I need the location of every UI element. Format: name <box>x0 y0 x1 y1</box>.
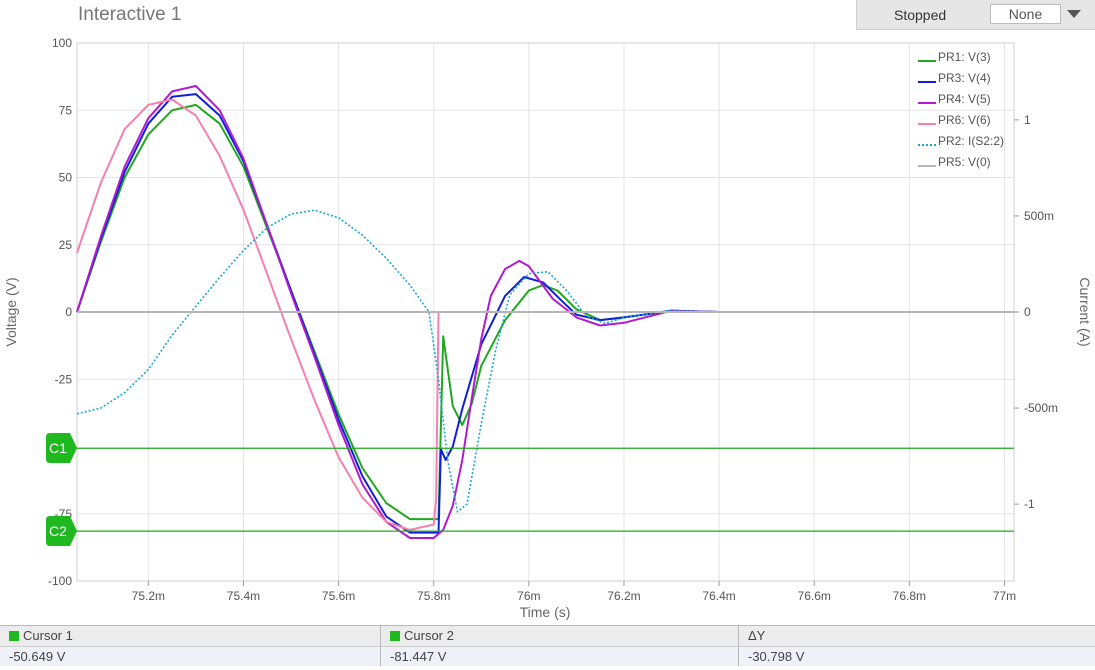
x-tick-label: 76.4m <box>702 589 735 603</box>
legend-entry: PR1: V(3) <box>938 50 991 64</box>
y-tick-label-right: 1 <box>1024 113 1031 127</box>
column-divider <box>380 626 381 666</box>
x-tick-label: 75.6m <box>322 589 355 603</box>
y-tick-label-left: 75 <box>59 103 73 117</box>
legend-entry: PR3: V(4) <box>938 71 991 85</box>
series-line-pr6 <box>76 98 1005 531</box>
series-lines <box>76 85 1014 539</box>
x-tick-label: 76.2m <box>607 589 640 603</box>
cursor-readout-values: -50.649 V -81.447 V -30.798 V <box>0 647 1095 666</box>
legend: PR1: V(3) PR3: V(4) PR4: V(5) PR6: V(6) PR2:… <box>918 50 1004 169</box>
mode-select[interactable]: None <box>990 4 1061 24</box>
y-axis-label-left: Voltage (V) <box>3 277 19 346</box>
series-line-pr3 <box>76 93 1005 534</box>
legend-entry: PR2: I(S2:2) <box>938 134 1004 148</box>
cursor-readout-header: Cursor 1 Cursor 2 ΔY <box>0 626 1095 647</box>
legend-entry: PR4: V(5) <box>938 92 991 106</box>
y-tick-label-left: -25 <box>55 372 73 386</box>
cursor-c1-label: C1 <box>49 440 67 456</box>
window-title: Interactive 1 <box>78 4 182 25</box>
delta-y-header: ΔY <box>748 628 766 643</box>
x-tick-label: 75.4m <box>227 589 260 603</box>
cursor2-header: Cursor 2 <box>390 626 454 646</box>
axis-ticks: 75.2m 75.4m 75.6m 75.8m 76m 76.2m 76.4m 76.6m 76… <box>48 36 1058 603</box>
x-tick-label: 76.8m <box>893 589 926 603</box>
simulation-status-bar: Stopped None <box>856 0 1095 30</box>
cursor-c2-label: C2 <box>49 523 67 539</box>
cursor-lines <box>77 447 1014 532</box>
x-tick-label: 77m <box>993 589 1016 603</box>
x-axis-label: Time (s) <box>520 604 571 620</box>
cursor1-swatch <box>9 631 19 641</box>
y-axis-label-right: Current (A) <box>1077 277 1093 346</box>
legend-entry: PR5: V(0) <box>938 155 991 169</box>
series-line-pr2 <box>76 209 1005 513</box>
y-tick-label-right: -500m <box>1024 401 1058 415</box>
chart[interactable]: 75.2m 75.4m 75.6m 75.8m 76m 76.2m 76.4m 76.6m 76… <box>0 0 1095 625</box>
x-tick-label: 75.8m <box>417 589 450 603</box>
y-tick-label-right: -1 <box>1024 497 1035 511</box>
delta-y-value: -30.798 V <box>748 649 805 664</box>
y-tick-label-left: -100 <box>48 574 72 588</box>
cursor-readout-table: Cursor 1 Cursor 2 ΔY -50.649 V -81.447 V… <box>0 625 1095 670</box>
y-tick-label-right: 0 <box>1024 305 1031 319</box>
cursor2-swatch <box>390 631 400 641</box>
cursor-c2-handle[interactable]: C2 <box>46 516 77 546</box>
column-divider <box>738 626 739 666</box>
legend-entry: PR6: V(6) <box>938 113 991 127</box>
cursor1-header: Cursor 1 <box>9 626 73 646</box>
series-line-pr4 <box>76 85 1005 539</box>
x-tick-label: 75.2m <box>132 589 165 603</box>
simulation-status: Stopped <box>894 7 947 23</box>
y-tick-label-left: 0 <box>65 305 72 319</box>
cursor2-value: -81.447 V <box>390 649 447 664</box>
y-tick-label-right: 500m <box>1024 209 1054 223</box>
x-tick-label: 76m <box>517 589 540 603</box>
y-tick-label-left: 50 <box>59 171 73 185</box>
cursor1-value: -50.649 V <box>9 649 66 664</box>
x-tick-label: 76.6m <box>798 589 831 603</box>
y-tick-label-left: 100 <box>52 36 72 50</box>
cursor-c1-handle[interactable]: C1 <box>46 433 77 463</box>
y-tick-label-left: 25 <box>59 238 73 252</box>
series-line-pr1 <box>76 103 1005 521</box>
chevron-down-icon[interactable] <box>1067 10 1081 18</box>
